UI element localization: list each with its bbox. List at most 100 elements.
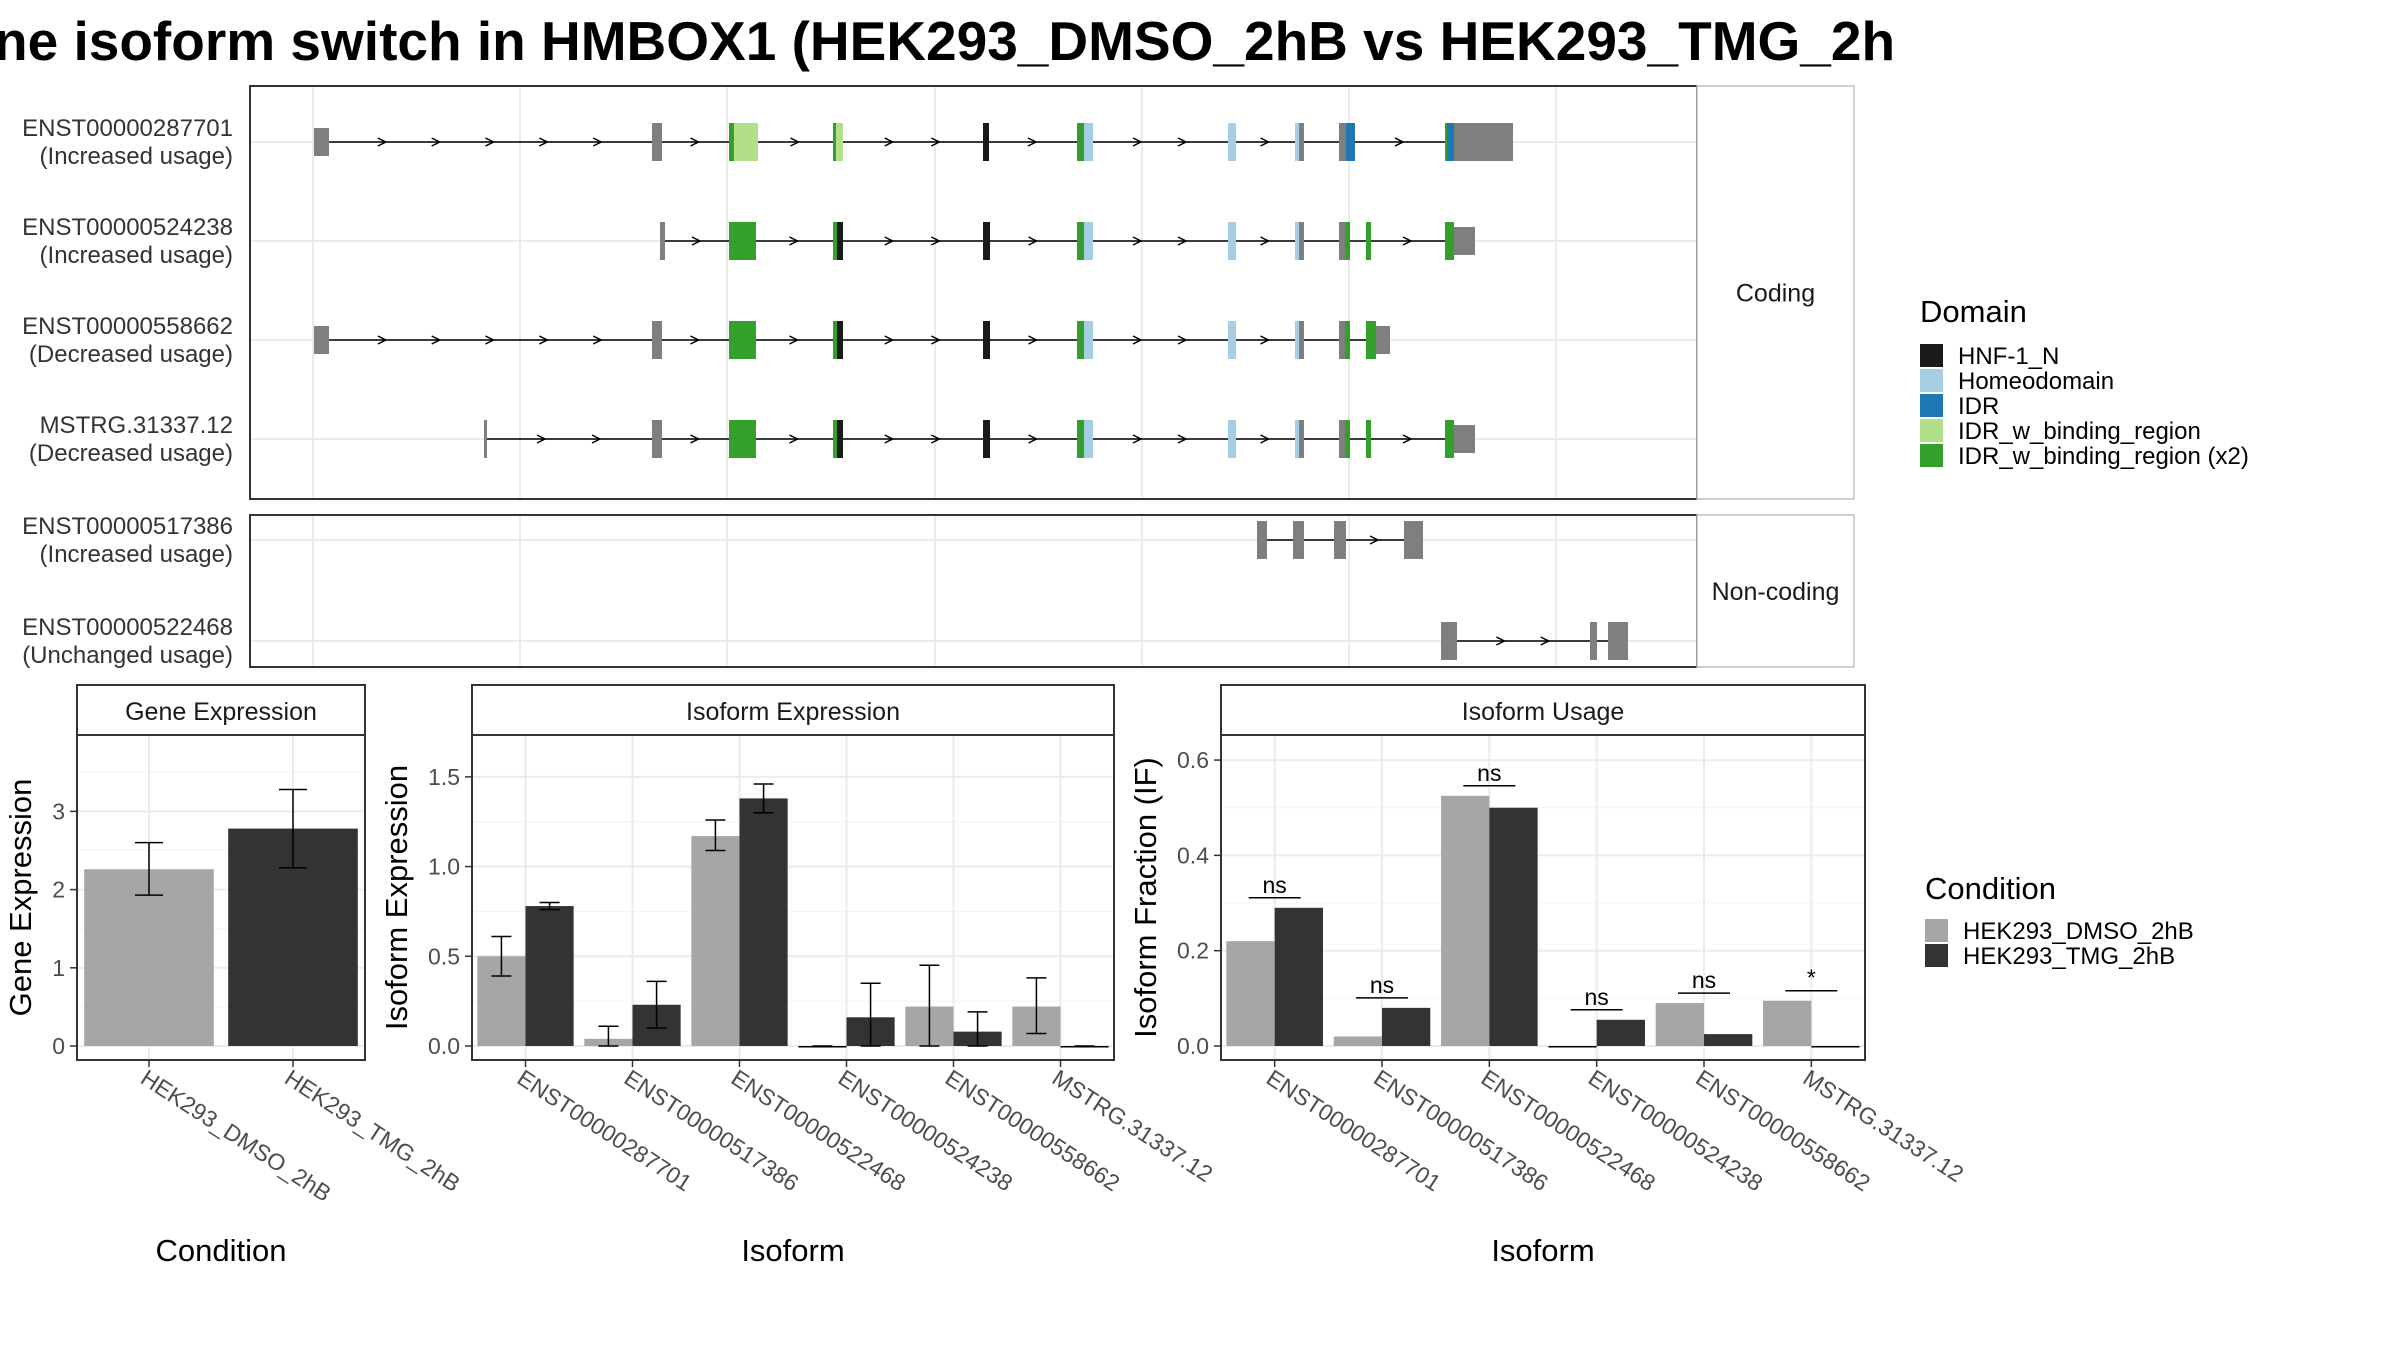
plot-border xyxy=(471,734,1115,1061)
exon xyxy=(1334,521,1346,559)
intron-arrow xyxy=(592,137,603,147)
domain-exon xyxy=(1366,321,1371,359)
x-axis-title: Condition xyxy=(156,1233,287,1268)
bar xyxy=(84,869,214,1046)
domain-exon xyxy=(734,222,756,260)
domain-exon xyxy=(1084,222,1093,260)
y-axis-title: Isoform Fraction (IF) xyxy=(1128,757,1163,1038)
condition-legend-label: HEK293_TMG_2hB xyxy=(1963,943,2175,970)
intron-arrow xyxy=(536,434,547,444)
bar xyxy=(525,906,574,1046)
domain-exon xyxy=(729,222,734,260)
domain-legend-label: IDR xyxy=(1958,393,1999,420)
transcript-id-label: ENST00000287701 xyxy=(22,115,233,142)
exon xyxy=(314,326,329,354)
exon xyxy=(1441,622,1457,660)
domain-exon xyxy=(1295,420,1299,458)
transcript-usage-label: (Unchanged usage) xyxy=(22,642,233,669)
transcript-usage-label: (Increased usage) xyxy=(40,242,233,269)
domain-legend-label: IDR_w_binding_region (x2) xyxy=(1958,443,2249,470)
domain-exon xyxy=(1371,321,1376,359)
exon xyxy=(652,321,662,359)
coding-panel-strip xyxy=(1696,85,1855,500)
significance-label: ns xyxy=(1263,872,1287,898)
y-axis-title: Isoform Expression xyxy=(379,765,414,1030)
domain-exon xyxy=(1084,420,1093,458)
significance-label: ns xyxy=(1585,984,1609,1010)
transcript-model xyxy=(314,123,1513,161)
intron-arrow xyxy=(431,137,442,147)
exon xyxy=(1299,420,1304,458)
domain-exon xyxy=(1447,420,1454,458)
bar xyxy=(1811,1046,1860,1048)
intron-arrow xyxy=(690,137,701,147)
x-tick-label: ENST00000522468 xyxy=(1477,1064,1661,1196)
domain-exon xyxy=(729,321,734,359)
transcript-usage-label: (Increased usage) xyxy=(40,143,233,170)
condition-legend-swatch xyxy=(1925,919,1948,942)
x-tick-label: ENST00000287701 xyxy=(1262,1064,1446,1196)
transcript-usage-label: (Increased usage) xyxy=(40,541,233,568)
intron-arrow xyxy=(690,335,701,345)
intron-arrow xyxy=(690,434,701,444)
intron-arrow xyxy=(1132,236,1143,246)
bar xyxy=(1655,1003,1704,1046)
y-tick-label: 1 xyxy=(52,955,65,981)
domain-exon xyxy=(983,123,989,161)
noncoding-panel-background xyxy=(250,515,1697,667)
intron-arrow xyxy=(1402,434,1413,444)
domain-exon xyxy=(983,420,990,458)
intron-arrow xyxy=(789,434,800,444)
domain-exon xyxy=(734,123,758,161)
y-tick-label: 0.0 xyxy=(1177,1033,1209,1059)
domain-exon xyxy=(1084,321,1093,359)
transcript-structure-panel: CodingNon-codingENST00000287701(Increase… xyxy=(22,85,1855,669)
transcript-model xyxy=(660,222,1475,260)
x-tick-label: ENST00000524238 xyxy=(834,1064,1018,1196)
domain-exon xyxy=(1077,123,1084,161)
intron-arrow xyxy=(691,236,702,246)
intron-arrow xyxy=(377,335,388,345)
transcript-model xyxy=(1441,622,1628,660)
x-tick-label: ENST00000524238 xyxy=(1584,1064,1768,1196)
domain-exon xyxy=(1445,420,1447,458)
y-tick-label: 1.5 xyxy=(428,764,460,790)
domain-exon xyxy=(833,420,837,458)
intron-arrow xyxy=(485,137,496,147)
x-axis-title: Isoform xyxy=(1491,1233,1594,1268)
y-tick-label: 0.4 xyxy=(1177,842,1209,868)
intron-arrow xyxy=(884,236,895,246)
intron-arrow xyxy=(1260,335,1271,345)
condition-legend-label: HEK293_DMSO_2hB xyxy=(1963,918,2194,945)
exon xyxy=(1339,222,1345,260)
domain-exon xyxy=(1077,420,1084,458)
intron-arrow xyxy=(884,335,895,345)
transcript-usage-label: (Decreased usage) xyxy=(29,341,233,368)
transcript-id-label: MSTRG.31337.12 xyxy=(40,412,233,439)
domain-exon xyxy=(1345,222,1350,260)
intron-arrow xyxy=(377,137,388,147)
domain-exon xyxy=(837,321,843,359)
exon xyxy=(1299,321,1304,359)
intron-arrow xyxy=(884,434,895,444)
exon xyxy=(1608,622,1628,660)
bar xyxy=(1763,1000,1812,1046)
x-tick-label: ENST00000517386 xyxy=(1369,1064,1553,1196)
y-tick-label: 1.0 xyxy=(428,854,460,880)
domain-exon xyxy=(1447,222,1454,260)
domain-exon xyxy=(729,420,734,458)
intron-arrow xyxy=(1028,236,1039,246)
domain-exon xyxy=(1084,123,1093,161)
plot-background xyxy=(1221,735,1865,1060)
domain-legend-swatch xyxy=(1920,419,1943,442)
domain-exon xyxy=(1077,321,1084,359)
intron-arrow xyxy=(592,335,603,345)
exon xyxy=(1454,425,1475,453)
x-tick-label: ENST00000558662 xyxy=(941,1064,1125,1196)
condition-legend-swatch xyxy=(1925,944,1948,967)
domain-exon xyxy=(833,123,836,161)
intron-arrow xyxy=(431,335,442,345)
intron-arrow xyxy=(930,137,942,147)
significance-label: ns xyxy=(1370,972,1394,998)
domain-exon xyxy=(1345,321,1350,359)
